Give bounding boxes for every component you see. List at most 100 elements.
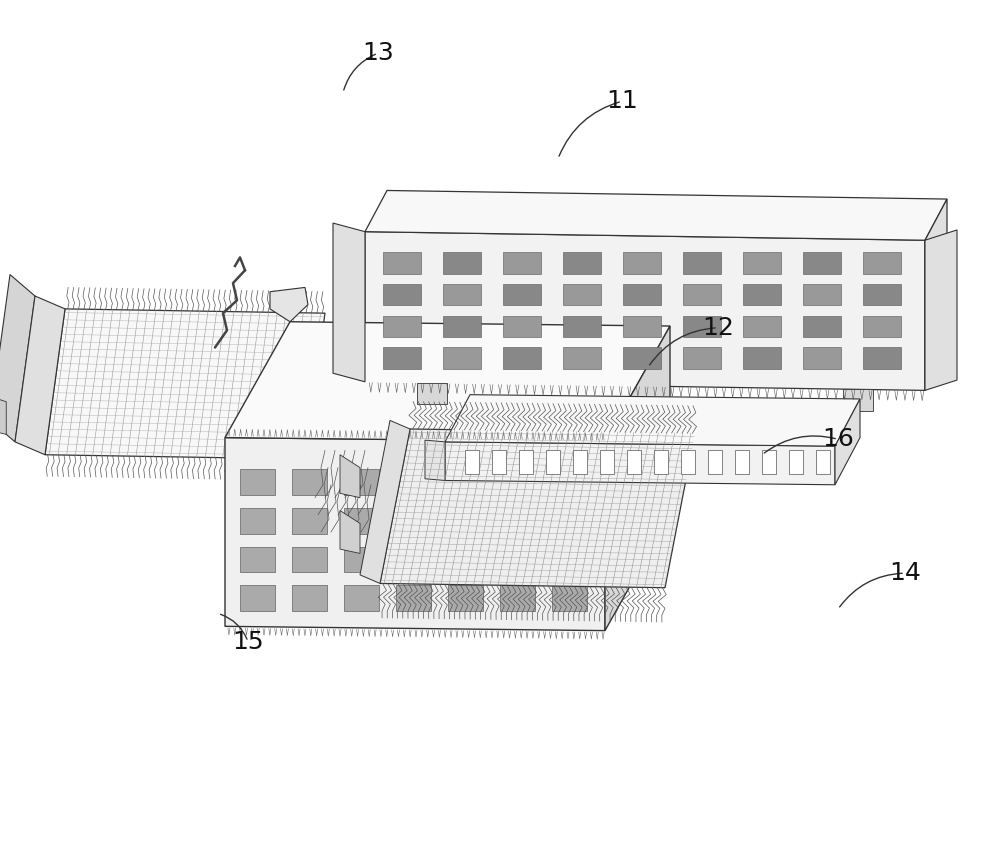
- Bar: [743, 284, 781, 305]
- Polygon shape: [360, 420, 410, 583]
- Bar: [863, 252, 901, 274]
- Bar: [623, 252, 661, 274]
- Bar: [500, 508, 535, 534]
- Bar: [292, 508, 327, 534]
- Bar: [563, 252, 601, 274]
- Bar: [383, 284, 421, 305]
- Text: 16: 16: [822, 427, 854, 451]
- Bar: [735, 450, 749, 474]
- Polygon shape: [340, 511, 360, 553]
- Bar: [396, 585, 431, 611]
- Polygon shape: [835, 399, 860, 485]
- Bar: [344, 585, 379, 611]
- Bar: [292, 547, 327, 572]
- Polygon shape: [225, 322, 670, 442]
- Bar: [563, 347, 601, 369]
- Bar: [383, 316, 421, 337]
- Bar: [240, 547, 275, 572]
- Bar: [623, 347, 661, 369]
- Polygon shape: [425, 440, 445, 480]
- Polygon shape: [843, 390, 873, 411]
- Bar: [344, 547, 379, 572]
- Polygon shape: [445, 442, 835, 485]
- Bar: [383, 347, 421, 369]
- Bar: [500, 547, 535, 572]
- Bar: [789, 450, 803, 474]
- Bar: [863, 347, 901, 369]
- Bar: [863, 316, 901, 337]
- Polygon shape: [380, 429, 695, 588]
- Bar: [344, 508, 379, 534]
- Bar: [240, 469, 275, 495]
- Bar: [627, 450, 641, 474]
- Polygon shape: [417, 383, 447, 404]
- Bar: [448, 469, 483, 495]
- Bar: [623, 316, 661, 337]
- Bar: [443, 316, 481, 337]
- Bar: [396, 508, 431, 534]
- Polygon shape: [0, 396, 6, 434]
- Bar: [573, 450, 587, 474]
- Bar: [681, 450, 695, 474]
- Polygon shape: [15, 296, 65, 455]
- Bar: [803, 252, 841, 274]
- Bar: [654, 450, 668, 474]
- Bar: [240, 585, 275, 611]
- Bar: [743, 316, 781, 337]
- Bar: [552, 508, 587, 534]
- Bar: [863, 284, 901, 305]
- Bar: [503, 284, 541, 305]
- Bar: [552, 547, 587, 572]
- Text: 11: 11: [606, 89, 638, 113]
- Text: 13: 13: [362, 41, 394, 65]
- Polygon shape: [445, 395, 860, 446]
- Bar: [292, 585, 327, 611]
- Bar: [396, 469, 431, 495]
- Bar: [443, 252, 481, 274]
- Polygon shape: [365, 190, 947, 240]
- Bar: [803, 347, 841, 369]
- Polygon shape: [0, 275, 35, 442]
- Bar: [563, 284, 601, 305]
- Text: 12: 12: [702, 316, 734, 340]
- Bar: [563, 316, 601, 337]
- Polygon shape: [925, 199, 947, 390]
- Bar: [546, 450, 560, 474]
- Bar: [503, 252, 541, 274]
- Bar: [552, 469, 587, 495]
- Bar: [816, 450, 830, 474]
- Bar: [762, 450, 776, 474]
- Bar: [383, 252, 421, 274]
- Bar: [448, 508, 483, 534]
- Polygon shape: [225, 438, 605, 631]
- Bar: [492, 450, 506, 474]
- Text: 15: 15: [232, 630, 264, 654]
- Polygon shape: [365, 232, 925, 390]
- Bar: [683, 252, 721, 274]
- Bar: [443, 347, 481, 369]
- Text: 14: 14: [889, 561, 921, 585]
- Bar: [292, 469, 327, 495]
- Bar: [503, 347, 541, 369]
- Bar: [396, 547, 431, 572]
- Bar: [683, 316, 721, 337]
- Bar: [344, 469, 379, 495]
- Bar: [683, 347, 721, 369]
- Bar: [443, 284, 481, 305]
- Bar: [448, 585, 483, 611]
- Polygon shape: [333, 223, 365, 382]
- Bar: [519, 450, 533, 474]
- Bar: [683, 284, 721, 305]
- Polygon shape: [605, 326, 670, 631]
- Bar: [708, 450, 722, 474]
- Bar: [552, 585, 587, 611]
- Polygon shape: [45, 309, 325, 459]
- Bar: [500, 585, 535, 611]
- Bar: [623, 284, 661, 305]
- Bar: [240, 508, 275, 534]
- Bar: [803, 284, 841, 305]
- Polygon shape: [340, 455, 360, 498]
- Bar: [600, 450, 614, 474]
- Bar: [743, 252, 781, 274]
- Polygon shape: [925, 230, 957, 390]
